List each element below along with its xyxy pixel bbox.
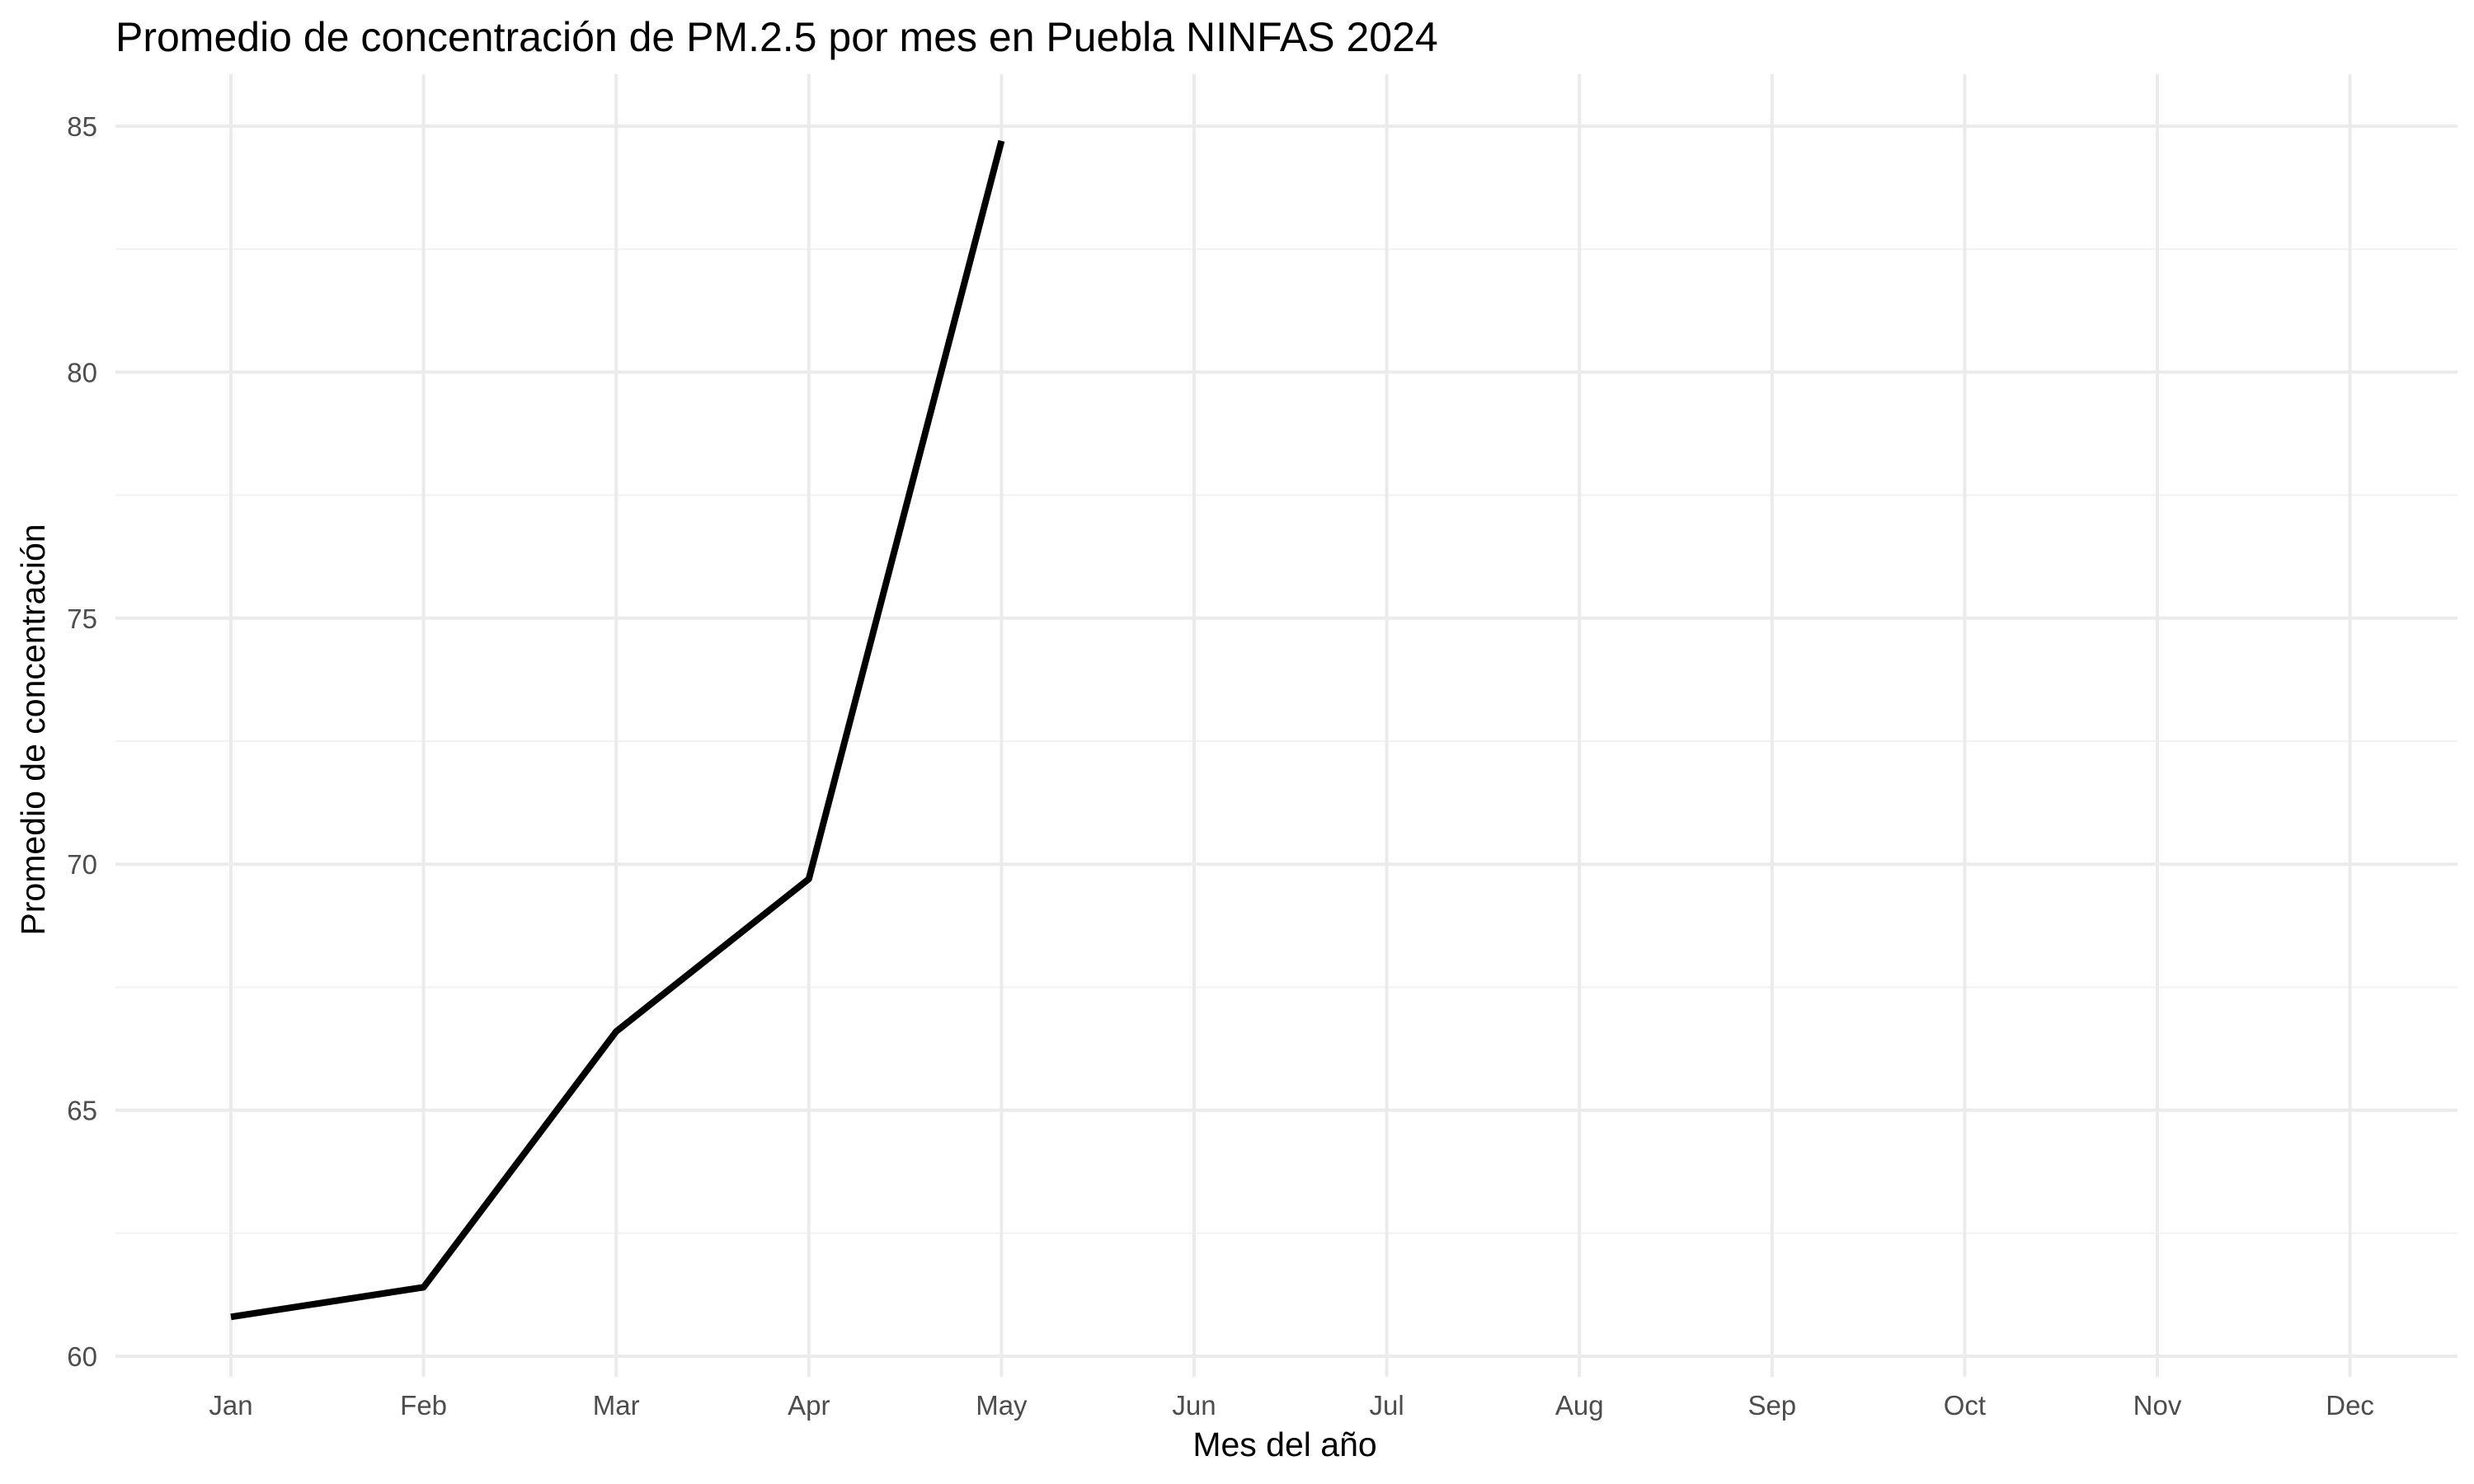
x-tick-label: Feb — [400, 1390, 447, 1421]
x-axis-title: Mes del año — [1192, 1425, 1376, 1463]
x-tick-label: May — [976, 1390, 1028, 1421]
x-tick-label: Dec — [2326, 1390, 2374, 1421]
grid — [115, 74, 2458, 1377]
x-tick-label: Apr — [788, 1390, 830, 1421]
y-tick-label: 70 — [67, 849, 97, 880]
y-tick-label: 75 — [67, 603, 97, 634]
x-tick-label: Jul — [1370, 1390, 1404, 1421]
x-tick-label: Nov — [2133, 1390, 2182, 1421]
y-axis-title: Promedio de concentración — [14, 524, 52, 935]
x-tick-label: Jan — [209, 1390, 252, 1421]
y-axis-ticks: 60 65 70 75 80 85 — [67, 111, 97, 1372]
x-tick-label: Jun — [1172, 1390, 1216, 1421]
series-layer — [230, 139, 1005, 1321]
y-tick-label: 85 — [67, 111, 97, 142]
series-line — [230, 139, 1005, 1321]
chart-title: Promedio de concentración de PM.2.5 por … — [115, 14, 1438, 60]
x-tick-label: Mar — [593, 1390, 640, 1421]
y-tick-label: 65 — [67, 1096, 97, 1126]
x-axis-ticks: Jan Feb Mar Apr May Jun Jul Aug Sep Oct Nov Dec — [209, 1390, 2374, 1421]
x-tick-label: Sep — [1747, 1390, 1796, 1421]
x-tick-label: Oct — [1944, 1390, 1986, 1421]
y-tick-label: 60 — [67, 1341, 97, 1372]
y-tick-label: 80 — [67, 357, 97, 387]
x-tick-label: Aug — [1555, 1390, 1604, 1421]
